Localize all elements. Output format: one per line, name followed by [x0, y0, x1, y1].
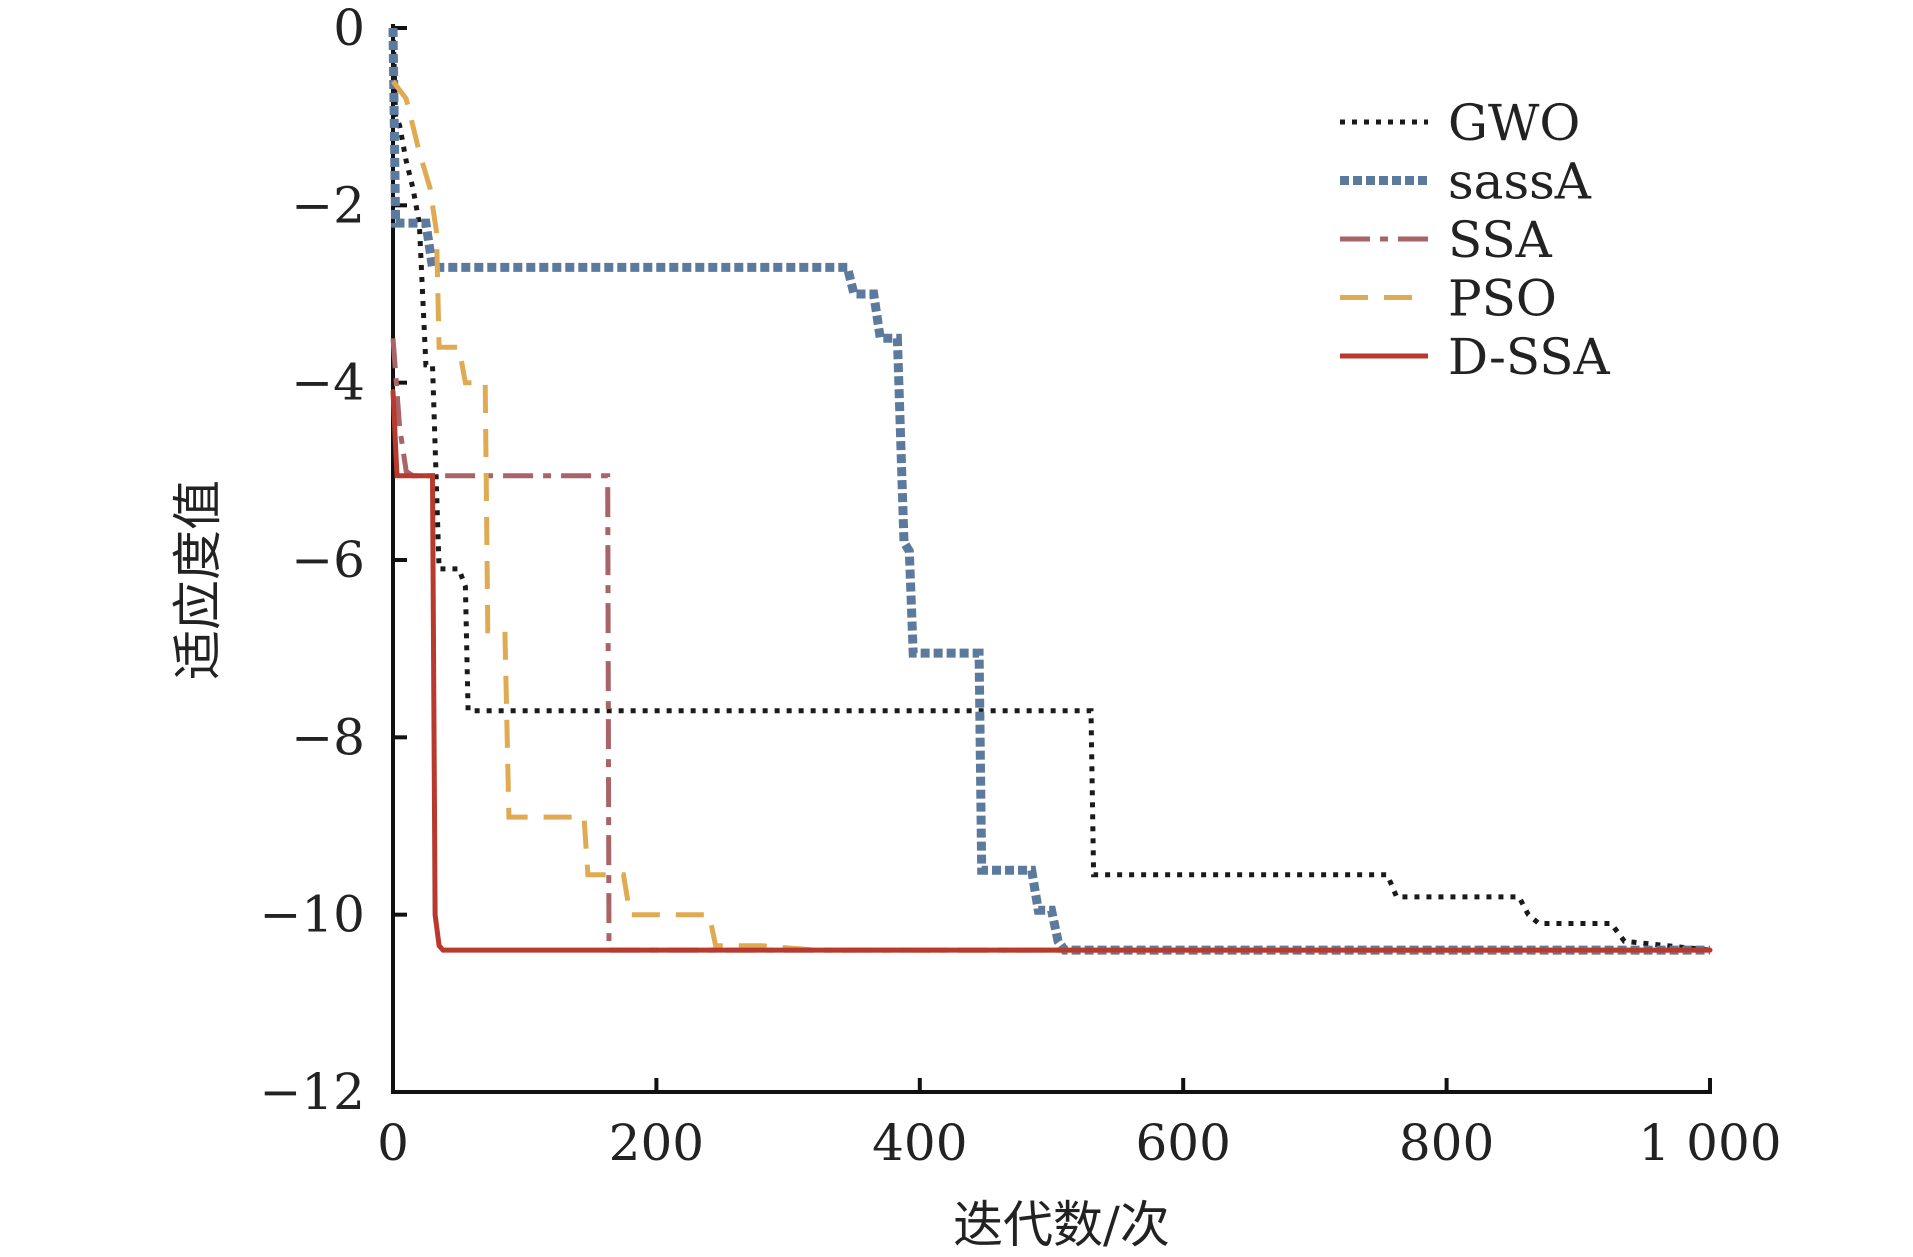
x-axis-title: 迭代数/次 — [953, 1196, 1170, 1252]
y-tick-label: −8 — [291, 708, 365, 766]
legend-label-ssa: SSA — [1448, 211, 1553, 269]
series-line-ssa — [390, 338, 1710, 953]
x-tick-label: 1 000 — [1638, 1114, 1781, 1172]
x-tick-label: 600 — [1135, 1114, 1230, 1172]
legend-label-pso: PSO — [1448, 270, 1557, 328]
legend-label-gwo: GWO — [1448, 94, 1580, 152]
y-tick-label: −6 — [291, 531, 365, 589]
x-tick-label: 800 — [1399, 1114, 1494, 1172]
y-tick-label: −2 — [291, 176, 365, 234]
y-tick-label: −4 — [291, 354, 365, 412]
x-tick-label: 400 — [872, 1114, 967, 1172]
x-tick-label: 0 — [377, 1114, 409, 1172]
axes: 0−2−4−6−8−10−120 200 400 600 800 1 000 — [259, 0, 1781, 1172]
series-line-gwo — [390, 27, 1711, 953]
y-tick-label: −10 — [259, 886, 365, 944]
y-tick-label: 0 — [333, 0, 365, 57]
y-tick-label: −12 — [259, 1063, 365, 1121]
series-line-d-ssa — [390, 389, 1713, 953]
legend-label-d-ssa: D-SSA — [1448, 328, 1611, 386]
series-lines — [388, 27, 1713, 955]
legend-label-sassa: sassA — [1448, 153, 1592, 211]
x-tick-label: 200 — [609, 1114, 704, 1172]
series-line-sassa — [388, 27, 1710, 955]
y-axis-title: 适应度值 — [169, 480, 227, 680]
series-line-pso — [390, 79, 1710, 953]
